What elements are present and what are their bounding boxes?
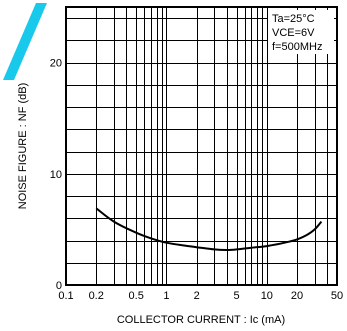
condition-frequency: f=500MHz (272, 41, 322, 53)
plot-frame (65, 6, 338, 286)
logo-watermark-mark (3, 3, 47, 80)
x-tick-label: 2 (194, 290, 200, 302)
x-tick-label: 0.5 (129, 290, 144, 302)
x-tick-label: 10 (261, 290, 273, 302)
nf-curve (95, 207, 323, 252)
x-tick-label: 50 (331, 290, 343, 302)
condition-vce: VCE=6V (272, 27, 315, 39)
y-tick-label: 0 (56, 280, 62, 292)
x-tick-label: 0.2 (89, 290, 104, 302)
tick-labels: 0.1 0.2 0.5 1 2 5 10 20 50 0 10 20 (50, 58, 343, 302)
x-tick-label: 1 (163, 290, 169, 302)
condition-temperature: Ta=25°C (272, 13, 315, 25)
y-tick-label: 10 (50, 169, 62, 181)
y-axis-title: NOISE FIGURE : NF (dB) (17, 83, 29, 210)
y-tick-label: 20 (50, 58, 62, 70)
x-axis-title: COLLECTOR CURRENT : Ic (mA) (117, 314, 285, 326)
conditions-box (268, 10, 334, 54)
x-tick-label: 20 (291, 290, 303, 302)
x-tick-label: 5 (234, 290, 240, 302)
x-tick-label: 0.1 (58, 290, 73, 302)
